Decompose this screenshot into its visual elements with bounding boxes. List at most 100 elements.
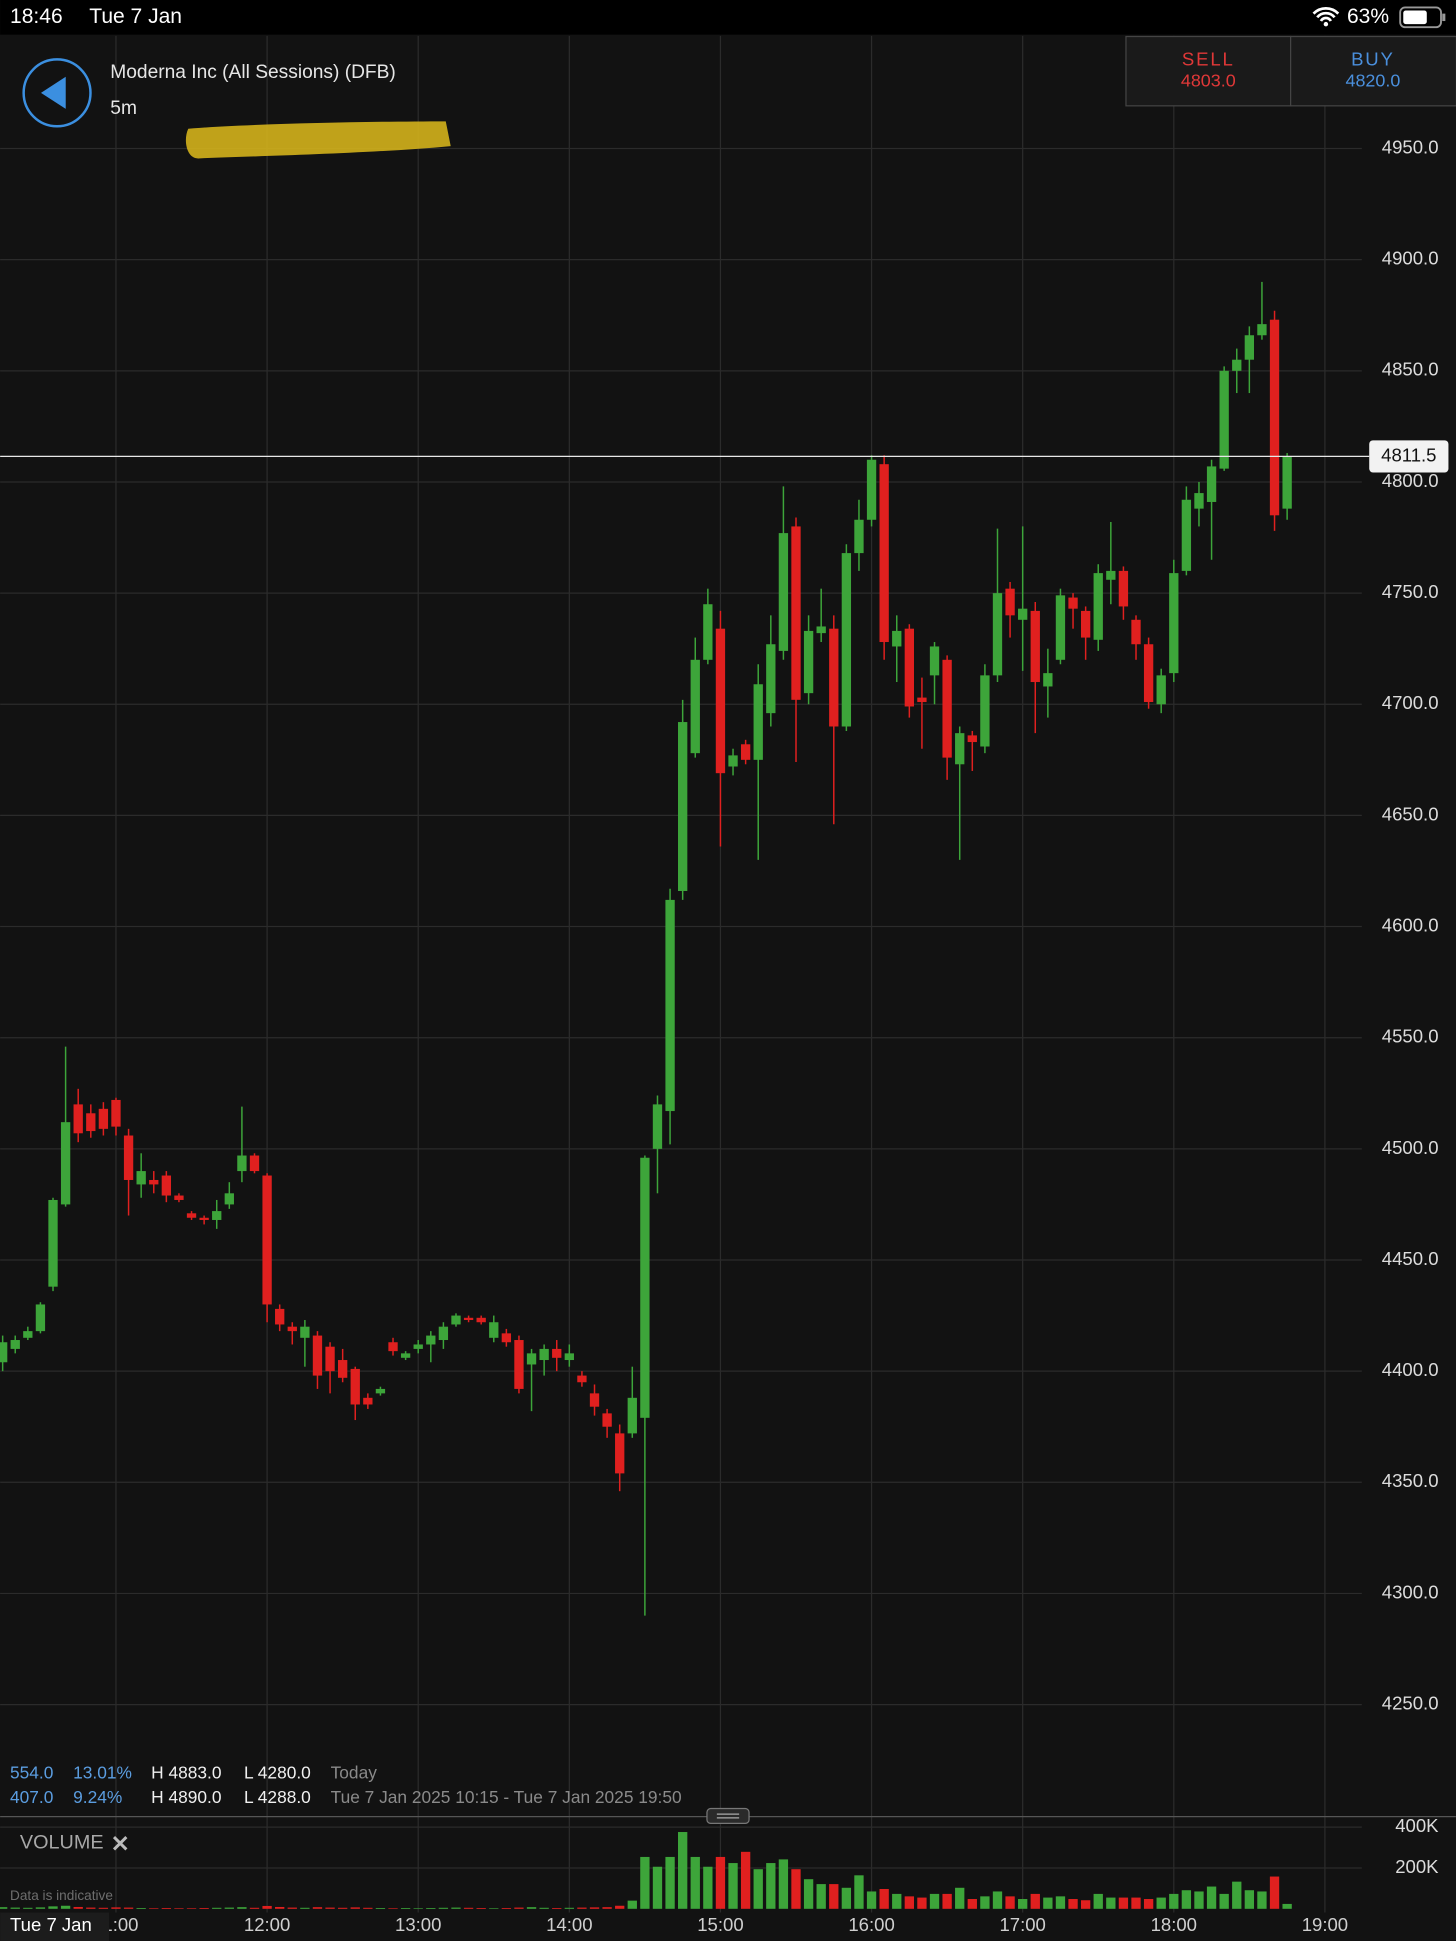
sell-price[interactable]: 4803.0 [1181,70,1236,90]
volume-bar [1093,1893,1103,1909]
volume-bar [212,1907,222,1909]
candle-body [1219,370,1229,469]
candle-body [489,1322,499,1338]
volume-bar [275,1906,285,1909]
battery-fill [1403,10,1427,25]
volume-bar [60,1905,71,1909]
candle-body [1194,493,1204,509]
back-circle[interactable] [22,58,92,128]
volume-bar [237,1907,247,1909]
candle-body [35,1304,46,1332]
volume-bar [1118,1897,1129,1909]
candle-body [199,1217,209,1220]
volume-bar [854,1875,864,1909]
candle-body [1244,335,1255,360]
candle-body [1181,499,1192,571]
volume-bar [161,1907,172,1909]
volume-title: VOLUME [20,1831,104,1853]
stat-period: Today [331,1762,378,1782]
volume-bar [1282,1903,1292,1909]
volume-bar [904,1896,914,1909]
handle-grip[interactable] [716,1813,740,1819]
volume-bar [791,1869,801,1909]
candle-body [1143,644,1154,703]
candle-body [501,1333,512,1343]
candle-body [1269,319,1280,516]
candle-body [678,722,688,891]
buy-button[interactable]: BUY 4820.0 [1289,35,1456,107]
back-button[interactable] [22,58,92,128]
y-tick-label: 4550.0 [1382,1026,1439,1047]
sell-label[interactable]: SELL [1182,49,1235,70]
plot-layer: 4250.0 4300.0 4350.0 4400.0 4450.0 4500.0 4550… [0,35,1449,1913]
candle-body [350,1368,360,1405]
candle-body [1080,610,1091,638]
candle-body [438,1326,449,1341]
candle-body [866,459,877,520]
candle-body [992,593,1003,676]
candle-body [791,526,801,700]
candle-body [665,899,675,1112]
pane-handle[interactable] [706,1807,750,1825]
candle-body [728,755,738,767]
volume-bar [514,1907,524,1909]
candle-body [564,1353,574,1361]
stat-change: 407.0 [10,1787,53,1807]
wifi-icon [1312,7,1340,22]
stat-low: L 4288.0 [244,1787,311,1807]
stat-percent: 13.01% [73,1762,132,1782]
volume-bar [413,1908,423,1909]
candle-body [48,1199,58,1287]
candle-body [703,604,713,660]
candle-body [1232,359,1242,371]
candle-body [766,644,776,714]
volume-bar [564,1907,574,1909]
candle-body [98,1108,109,1129]
candle-body [753,684,763,760]
volume-bar [48,1906,58,1909]
volume-bar [1169,1893,1179,1909]
y-tick-label: 4500.0 [1382,1137,1439,1158]
status-bar [0,0,1456,35]
volume-bar [1080,1900,1091,1909]
volume-bar [149,1908,159,1909]
handle-box[interactable] [706,1807,750,1825]
candle-body [388,1342,398,1352]
interval[interactable]: 5m [110,98,137,119]
y-tick-label: 4950.0 [1382,136,1439,157]
date-badge: Tue 7 Jan [10,1914,92,1935]
volume-bar [1194,1891,1204,1909]
candle-body [816,626,826,634]
volume-bar [967,1899,977,1909]
volume-bar [350,1907,360,1909]
volume-bar [1043,1897,1053,1909]
volume-bar [640,1856,650,1909]
y-tick-label: 4350.0 [1382,1470,1439,1491]
volume-bar [186,1908,197,1909]
sell-button[interactable]: SELL 4803.0 [1125,35,1292,107]
candle-body [312,1335,323,1376]
candle-body [60,1122,71,1205]
volume-bar [1181,1890,1192,1909]
volume-bar [73,1906,83,1909]
stat-period: Tue 7 Jan 2025 10:15 - Tue 7 Jan 2025 19… [331,1787,682,1807]
candle-body [539,1348,549,1361]
buy-label[interactable]: BUY [1351,49,1395,70]
volume-tick-label: 400K [1395,1815,1439,1836]
volume-bar [0,1907,8,1909]
candle-body [136,1171,146,1185]
candle-body [715,628,726,774]
candle-body [640,1157,650,1418]
candle-body [123,1135,134,1180]
volume-bar [678,1832,688,1909]
volume-bar [615,1905,625,1909]
volume-bar [866,1891,877,1909]
back-arrow[interactable] [40,76,66,109]
volume-bar [602,1907,612,1909]
buy-price[interactable]: 4820.0 [1345,70,1400,90]
y-tick-label: 4300.0 [1382,1581,1439,1602]
buy-box[interactable] [1289,35,1456,107]
y-tick-label: 4900.0 [1382,248,1439,269]
close-volume[interactable] [112,1835,128,1851]
